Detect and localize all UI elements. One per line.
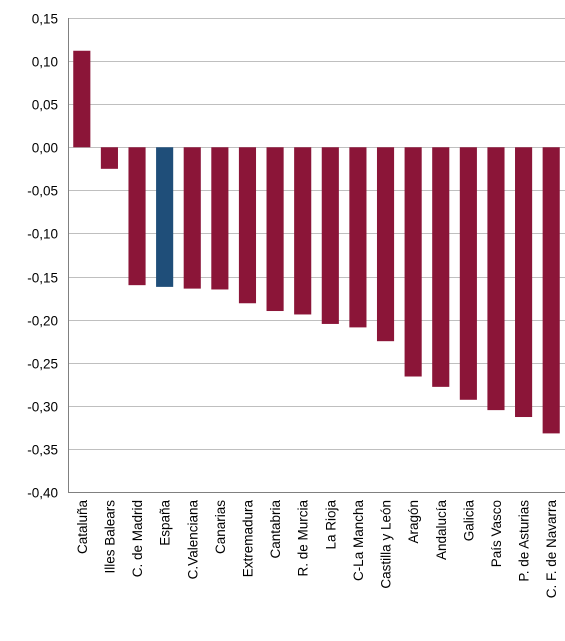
bar [128,147,146,286]
bar [73,50,91,148]
y-tick-label: 0,00 [32,141,58,156]
bar [156,147,174,287]
bar [183,147,201,289]
bar [515,147,533,418]
bar [376,147,395,342]
x-category-label: C. F. de Navarra [544,500,559,599]
x-category-label: C.Valenciana [185,500,200,580]
x-category-label: Castilla y León [379,500,394,589]
bar [349,147,367,328]
x-category-label: La Rioja [323,500,338,550]
y-tick-label: -0,40 [27,486,58,501]
x-category-label: Cataluña [75,500,90,555]
bar [459,147,477,400]
bar [404,147,422,377]
y-tick-label: -0,20 [27,314,58,329]
x-category-label: P. de Asturias [517,500,532,582]
bar [294,147,312,315]
bar [100,147,118,169]
bars [73,50,560,434]
x-category-label: Aragón [406,500,421,544]
y-axis-tick-labels: 0,15 0,10 0,05 0,00 -0,05 -0,10 -0,15 -0,20 -0,2… [27,12,58,501]
y-tick-label: 0,10 [32,55,58,70]
x-category-label: España [158,500,173,546]
bar [266,147,284,312]
y-tick-label: -0,15 [27,271,58,286]
axes [68,18,565,493]
bar [238,147,257,304]
bar [542,147,560,434]
x-category-label: C-La Mancha [351,500,366,582]
x-category-label: R. de Murcia [296,500,311,577]
x-category-label: Cantabria [268,500,283,559]
y-tick-label: -0,25 [27,357,58,372]
bar [321,147,339,324]
x-category-label: Extremadura [240,500,255,578]
bar [211,147,229,290]
y-tick-label: -0,30 [27,400,58,415]
x-category-label: C. de Madrid [130,500,145,577]
x-category-label: Canarias [213,500,228,554]
x-category-label: Galicia [461,500,476,542]
x-category-label: Andalucía [434,500,449,561]
x-axis-category-labels: Cataluña Illes Balears C. de Madrid España C… [75,500,559,599]
y-tick-label: 0,05 [32,98,58,113]
y-tick-label: -0,10 [27,227,58,242]
x-category-label: País Vasco [489,500,504,567]
y-tick-label: -0,05 [27,184,58,199]
bar [432,147,450,387]
bar [487,147,505,411]
y-tick-label: -0,35 [27,443,58,458]
y-tick-label: 0,15 [32,12,58,27]
x-category-label: Illes Balears [102,500,117,574]
